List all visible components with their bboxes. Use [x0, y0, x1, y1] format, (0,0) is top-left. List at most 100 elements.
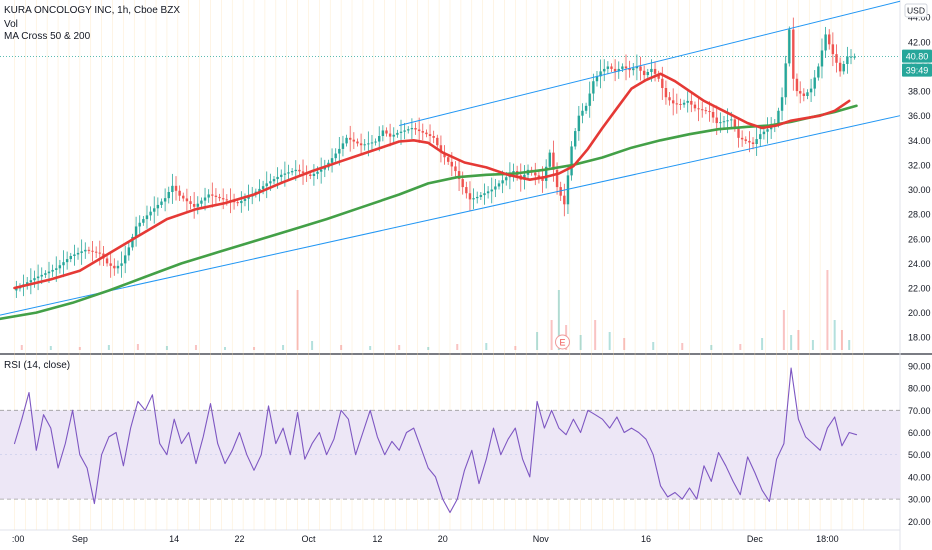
time-tick-label: :00 — [12, 534, 25, 544]
candle-body — [501, 180, 504, 184]
last-price-tag — [902, 49, 932, 63]
candle-body — [559, 187, 562, 196]
indicator-lines: E — [0, 0, 901, 350]
candle-body — [91, 250, 94, 252]
candle-body — [399, 131, 403, 133]
candle-body — [276, 176, 279, 180]
candle-body — [762, 131, 766, 135]
candle-body — [813, 77, 816, 89]
candle-body — [29, 280, 33, 283]
candle-body — [722, 121, 726, 123]
candle-body — [73, 254, 76, 256]
candle-body — [428, 134, 432, 136]
volume-bar — [840, 330, 843, 350]
volume-bar — [608, 332, 611, 350]
candle-body — [544, 166, 548, 181]
candle-body — [690, 100, 693, 105]
candle-body — [828, 34, 831, 45]
candle-body — [178, 190, 181, 196]
candle-body — [574, 131, 577, 147]
candle-body — [356, 141, 359, 144]
candle-body — [287, 172, 290, 174]
volume-bar — [790, 335, 793, 350]
time-tick-label: Sep — [72, 534, 88, 544]
candle-body — [497, 183, 501, 187]
candle-body — [624, 66, 628, 69]
candle-body — [719, 122, 722, 124]
candle-body — [298, 169, 301, 172]
candle-body — [76, 252, 80, 255]
candle-body — [661, 78, 664, 88]
candle-body — [820, 50, 824, 67]
candle-body — [769, 126, 773, 130]
candle-body — [44, 273, 47, 275]
candle-body — [664, 88, 668, 98]
candle-body — [421, 131, 424, 133]
candle-body — [294, 169, 297, 172]
candle-body — [701, 109, 704, 111]
earnings-marker-circle — [555, 334, 570, 350]
candle-body — [374, 141, 377, 143]
volume-bar — [136, 344, 139, 350]
price-tick-label: 20.00 — [908, 308, 931, 318]
candle-body — [218, 196, 221, 199]
time-tick-label: Nov — [533, 534, 550, 544]
volume-bar — [194, 345, 197, 350]
candle-body — [817, 66, 820, 78]
candle-body — [759, 134, 762, 140]
candle-body — [182, 195, 185, 199]
candle-body — [149, 211, 152, 216]
candle-body — [439, 145, 443, 153]
candle-body — [606, 66, 610, 69]
candle-body — [635, 66, 639, 69]
candle-body — [221, 198, 225, 200]
candle-body — [577, 115, 581, 132]
candle-body — [138, 222, 141, 227]
candle-body — [457, 171, 461, 180]
volume-bar — [811, 340, 814, 350]
volume-bar — [761, 338, 764, 350]
candle-body — [323, 167, 326, 170]
ma50-line — [13, 72, 851, 290]
candle-body — [319, 169, 323, 172]
candle-body — [127, 247, 131, 256]
candle-body — [693, 104, 697, 109]
candle-body — [47, 271, 51, 274]
candle-body — [265, 183, 268, 187]
volume-bar — [485, 343, 488, 350]
candle-body — [494, 186, 497, 190]
candle-body — [341, 143, 345, 149]
candle-body — [788, 29, 791, 64]
candle-body — [552, 152, 555, 170]
candle-body — [799, 91, 802, 94]
candle-body — [657, 73, 660, 79]
candle-body — [711, 112, 715, 118]
candle-body — [450, 161, 454, 167]
countdown-tag — [902, 63, 932, 77]
candle-body — [581, 110, 584, 116]
candle-body — [87, 249, 91, 251]
candle-body — [163, 198, 167, 202]
candle-body — [160, 201, 163, 205]
candle-body — [588, 93, 591, 106]
rsi-tick-label: 90.00 — [908, 361, 931, 371]
candle-body — [806, 92, 809, 96]
candle-body — [370, 142, 374, 144]
candle-body — [541, 178, 544, 181]
candle-body — [432, 136, 435, 138]
candle-body — [207, 194, 210, 198]
volume-bar — [20, 345, 23, 350]
volume-bar — [165, 346, 168, 350]
price-tick-label: 30.00 — [908, 185, 931, 195]
candle-body — [62, 262, 65, 266]
countdown-text: 39:49 — [906, 66, 929, 76]
candle-body — [51, 269, 54, 272]
candle-body — [410, 128, 414, 130]
candle-body — [715, 117, 718, 124]
candle-body — [584, 105, 588, 111]
candle-body — [846, 56, 849, 64]
candle-body — [563, 195, 566, 205]
candle-body — [124, 255, 127, 264]
candle-body — [55, 268, 58, 270]
